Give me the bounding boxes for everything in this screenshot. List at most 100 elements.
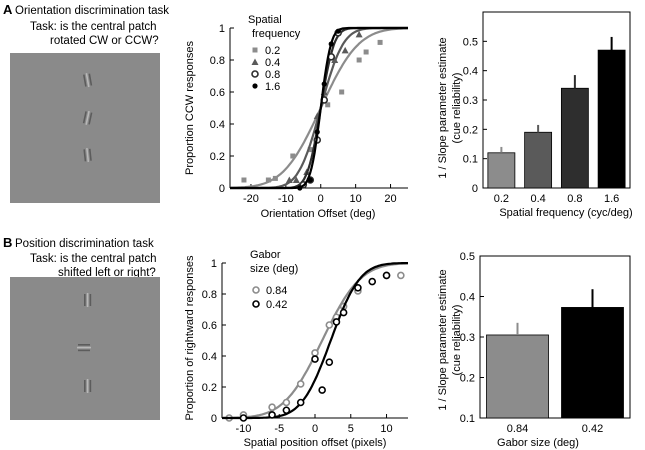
orientation-psychometric-x-tick-label: 20 xyxy=(384,193,396,205)
position-psychometric-data-point-0.42 xyxy=(268,411,276,419)
position-psychometric-y-tick-label: 0.2 xyxy=(202,382,217,394)
position-psychometric-chart: Proportion of rightward responses Spatia… xyxy=(184,249,409,449)
orientation-reliability-xlabel: Spatial frequency (cyc/deg) xyxy=(499,207,632,219)
orientation-psychometric-data-point-0.2 xyxy=(241,177,247,183)
orientation-reliability-bar-0.4 xyxy=(524,131,553,189)
orientation-psychometric-chart: Proportion CCW responses Orientation Off… xyxy=(184,14,408,220)
orientation-psychometric-legend-label-0.8: 0.8 xyxy=(265,69,280,81)
position-psychometric-y-tick-label: 0.4 xyxy=(202,351,217,363)
position-psychometric-legend-label-0.42: 0.42 xyxy=(266,299,287,311)
orientation-psychometric-y-tick-label: 0.4 xyxy=(210,119,225,131)
position-psychometric-data-point-0.42 xyxy=(282,406,291,415)
position-psychometric-data-point-0.42 xyxy=(354,283,362,292)
position-psychometric-data-point-0.84 xyxy=(296,380,305,388)
position-psychometric-data-point-0.42 xyxy=(332,318,341,326)
orientation-reliability-y-tick-label: 0 xyxy=(472,183,478,195)
position-psychometric-ylabel: Proportion of rightward responses xyxy=(184,255,196,421)
orientation-reliability-y-tick-label: 0.1 xyxy=(463,154,478,166)
orientation-psychometric-xlabel: Orientation Offset (deg) xyxy=(261,208,376,220)
orientation-reliability-bar-1.6 xyxy=(597,49,626,189)
panel-a-task-line1: Task: is the central patch xyxy=(30,21,157,33)
orientation-psychometric-data-point-0.2 xyxy=(265,177,271,183)
position-reliability-bar-0.42 xyxy=(561,307,624,419)
position-psychometric-xlabel: Spatial position offset (pixels) xyxy=(244,437,387,449)
panel-a-title: Orientation discrimination task xyxy=(15,5,169,17)
orientation-psychometric-ylabel: Proportion CCW responses xyxy=(184,41,196,175)
position-psychometric-legend-marker-0.42 xyxy=(252,300,260,308)
position-psychometric-x-tick-label: 10 xyxy=(380,423,392,435)
orientation-psychometric-data-point-1.6 xyxy=(321,81,327,87)
position-reliability-y-tick-label: 0.3 xyxy=(460,332,475,344)
position-psychometric-data-point-0.84 xyxy=(268,403,276,411)
orientation-psychometric-y-tick-label: 0.8 xyxy=(210,55,225,67)
orientation-reliability-y-tick-label: 0.4 xyxy=(463,66,478,78)
orientation-psychometric-legend-marker-0.8 xyxy=(251,70,259,78)
panel-a-task-line2: rotated CW or CCW? xyxy=(50,35,159,47)
position-psychometric-data-point-0.42 xyxy=(318,386,326,394)
panel-b-task-line2: shifted left or right? xyxy=(58,267,156,279)
position-reliability-ylabel-line1: 1 / Slope parameter estimate xyxy=(437,269,449,410)
orientation-psychometric-data-point-0.4 xyxy=(292,176,300,183)
position-reliability-bar-0.84 xyxy=(486,334,549,419)
orientation-stimulus-icon xyxy=(10,53,160,203)
position-psychometric-data-point-0.84 xyxy=(311,349,319,357)
position-reliability-x-tick-label-0.42: 0.42 xyxy=(582,423,603,435)
position-legend-title-line1: Gabor xyxy=(250,249,281,261)
position-stimulus-icon xyxy=(10,277,160,420)
position-reliability-y-tick-label: 0.1 xyxy=(460,413,475,425)
position-psychometric-data-point-0.84 xyxy=(325,321,334,329)
position-legend-title-line2: size (deg) xyxy=(250,263,298,275)
orientation-psychometric-data-point-0.2 xyxy=(290,153,296,159)
orientation-reliability-bar-0.2 xyxy=(487,152,516,189)
position-psychometric-data-point-0.84 xyxy=(282,398,291,407)
orientation-psychometric-data-point-1.6 xyxy=(307,177,313,183)
orientation-psychometric-x-tick-label: -20 xyxy=(243,193,259,205)
panel-b-task-line1: Task: is the central patch xyxy=(30,253,157,265)
orientation-reliability-x-tick-label-0.4: 0.4 xyxy=(530,193,545,205)
orientation-reliability-y-tick-label: 0.2 xyxy=(463,124,478,136)
position-reliability-y-tick-label: 0.4 xyxy=(460,292,475,304)
orientation-psychometric-fit-curve-1.6 xyxy=(230,26,408,190)
orientation-psychometric-data-point-0.2 xyxy=(363,49,369,55)
orientation-psychometric-y-tick-label: 1 xyxy=(219,23,225,35)
position-psychometric-data-point-0.42 xyxy=(325,358,334,367)
orientation-psychometric-legend-marker-0.4 xyxy=(251,58,259,65)
position-psychometric-y-tick-label: 0.8 xyxy=(202,289,217,301)
orientation-reliability-bar-chart: 1 / Slope parameter estimate (cue reliab… xyxy=(437,11,633,219)
orientation-psychometric-data-point-0.2 xyxy=(325,102,331,108)
position-psychometric-legend-label-0.84: 0.84 xyxy=(266,285,287,297)
position-psychometric-data-point-0.42 xyxy=(368,277,377,286)
position-psychometric-data-point-0.42 xyxy=(296,398,305,407)
position-reliability-y-tick-label: 0.2 xyxy=(460,373,475,385)
orientation-psychometric-data-point-0.2 xyxy=(307,147,313,153)
position-reliability-x-tick-label-0.84: 0.84 xyxy=(507,423,528,435)
orientation-psychometric-data-point-1.6 xyxy=(314,129,320,135)
orientation-psychometric-data-point-1.6 xyxy=(335,28,341,34)
orientation-psychometric-data-point-0.4 xyxy=(355,30,363,38)
orientation-psychometric-data-point-0.2 xyxy=(377,39,383,45)
orientation-psychometric-legend-marker-1.6 xyxy=(252,83,258,89)
orientation-psychometric-data-point-1.6 xyxy=(328,41,334,47)
panel-a-letter: A xyxy=(3,2,13,17)
orientation-psychometric-y-tick-label: 0.6 xyxy=(210,87,225,99)
position-reliability-y-tick-label: 0.5 xyxy=(460,251,475,263)
orientation-psychometric-data-point-0.2 xyxy=(339,89,345,95)
orientation-psychometric-data-point-0.2 xyxy=(356,57,362,63)
position-psychometric-data-point-0.42 xyxy=(311,355,319,363)
orientation-reliability-ylabel-line1: 1 / Slope parameter estimate xyxy=(437,37,449,178)
orientation-psychometric-x-tick-label: 10 xyxy=(350,193,362,205)
position-psychometric-y-tick-label: 0 xyxy=(211,413,217,425)
orientation-reliability-y-tick-label: 0.3 xyxy=(463,95,478,107)
position-reliability-xlabel: Gabor size (deg) xyxy=(497,437,579,449)
orientation-psychometric-data-point-0.4 xyxy=(331,56,339,63)
position-reliability-bar-chart: 1 / Slope parameter estimate (cue reliab… xyxy=(437,251,631,449)
position-psychometric-data-point-0.84 xyxy=(397,271,405,280)
position-psychometric-data-point-0.42 xyxy=(339,308,348,317)
position-psychometric-x-tick-label: -10 xyxy=(236,423,252,435)
orientation-legend-title-line1: Spatial xyxy=(248,14,282,26)
orientation-psychometric-y-tick-label: 0.2 xyxy=(210,151,225,163)
orientation-reliability-x-tick-label-1.6: 1.6 xyxy=(604,193,619,205)
orientation-psychometric-y-tick-label: 0 xyxy=(219,183,225,195)
position-psychometric-fit-curve-0.84 xyxy=(222,262,409,419)
